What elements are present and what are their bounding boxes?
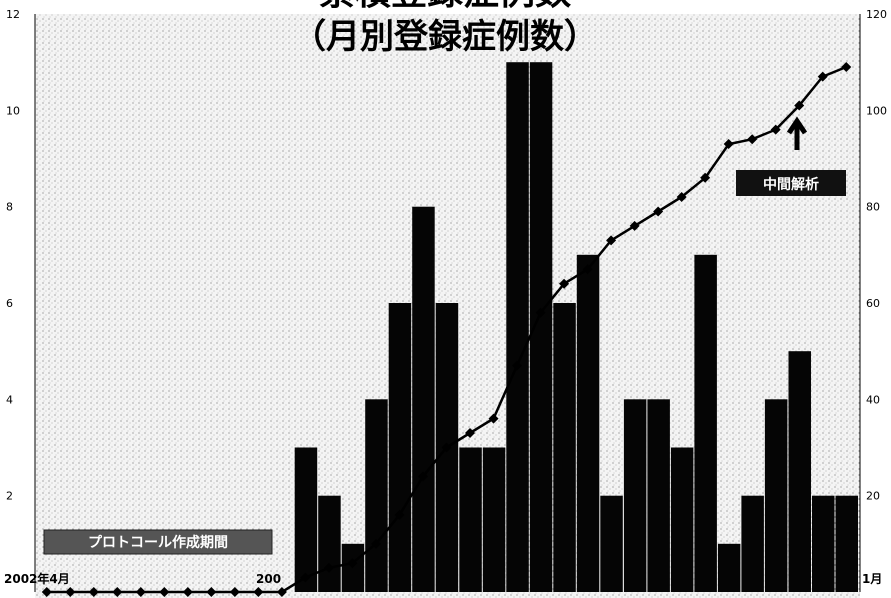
cumulative-point-2002-11 xyxy=(206,587,217,597)
bar-2003-11 xyxy=(482,447,506,592)
y-left-tick-2: 2 xyxy=(6,490,13,503)
bar-2005-01 xyxy=(812,495,835,592)
cumulative-point-2004-09 xyxy=(723,139,734,150)
cumulative-point-2004-12 xyxy=(794,100,805,111)
bar-2004-04 xyxy=(600,495,623,592)
bar-2004-02 xyxy=(553,303,576,592)
cumulative-point-2003-12 xyxy=(512,360,523,371)
cumulative-point-2003-01 xyxy=(253,587,264,597)
line-layer xyxy=(41,61,852,597)
bar-2003-04 xyxy=(318,495,341,592)
bar-2004-05 xyxy=(623,399,647,592)
y-right-tick-120: 120 xyxy=(866,8,887,21)
y-left-tick-6: 6 xyxy=(6,297,13,310)
cumulative-point-2004-06 xyxy=(653,206,664,217)
cumulative-point-2003-02 xyxy=(276,587,287,597)
cumulative-point-2005-01 xyxy=(817,71,828,82)
bar-2003-03 xyxy=(294,447,318,592)
bar-2004-01 xyxy=(529,62,553,592)
chart-title: 累積登録症例数 xyxy=(319,0,571,13)
y-left-tick-12: 12 xyxy=(6,8,20,21)
bar-2004-06 xyxy=(647,399,670,592)
chart-subtitle: （月別登録症例数） xyxy=(292,17,598,57)
cumulative-point-2003-11 xyxy=(488,413,499,424)
cumulative-point-2004-03 xyxy=(582,264,593,275)
bar-2004-08 xyxy=(694,254,717,593)
protocol-period-label: プロトコール作成期間 xyxy=(88,534,228,551)
cumulative-point-2002-09 xyxy=(159,587,170,597)
y-right-tick-40: 40 xyxy=(866,393,880,406)
y-left-tick-4: 4 xyxy=(6,393,13,406)
cumulative-point-2003-07 xyxy=(394,509,405,520)
x-end-label: 1月 xyxy=(862,572,882,586)
y-right-tick-60: 60 xyxy=(866,297,880,310)
cumulative-point-2004-05 xyxy=(629,220,640,231)
cumulative-point-2004-04 xyxy=(606,235,617,246)
bar-2004-09 xyxy=(717,543,741,592)
cumulative-point-2002-05 xyxy=(65,587,76,597)
cumulative-point-2003-10 xyxy=(465,428,476,439)
cumulative-point-2002-08 xyxy=(135,587,146,597)
cumulative-point-2004-11 xyxy=(770,124,781,135)
bar-2003-06 xyxy=(365,399,388,592)
cumulative-point-2004-10 xyxy=(747,134,758,145)
interim-label-box xyxy=(736,170,846,196)
bar-2003-07 xyxy=(388,303,412,592)
cumulative-point-2002-06 xyxy=(88,587,99,597)
bar-2004-12 xyxy=(788,351,811,592)
cumulative-point-2003-08 xyxy=(417,471,428,482)
bar-2004-11 xyxy=(764,399,788,592)
y-right-tick-100: 100 xyxy=(866,104,887,117)
x-start-label: 2002年4月 xyxy=(4,571,70,586)
interim-analysis-label: 中間解析 xyxy=(763,176,819,193)
cumulative-point-2003-05 xyxy=(347,558,358,569)
bar-2003-05 xyxy=(341,543,365,592)
cumulative-point-2004-01 xyxy=(535,307,546,318)
cumulative-point-2002-04 xyxy=(41,587,52,597)
bar-2004-07 xyxy=(670,447,694,592)
bar-2005-02 xyxy=(835,495,858,592)
y-right-tick-80: 80 xyxy=(866,201,880,214)
y-right-tick-20: 20 xyxy=(866,490,880,503)
cumulative-point-2002-12 xyxy=(229,587,240,597)
cumulative-point-2003-06 xyxy=(370,538,381,549)
axes-layer: 12 10 8 6 4 2 120 100 80 60 40 20 xyxy=(6,8,887,592)
cumulative-point-2005-02 xyxy=(841,61,852,72)
protocol-label-box xyxy=(43,529,273,555)
interim-arrow-icon xyxy=(786,116,808,150)
cumulative-point-2004-02 xyxy=(559,278,570,289)
bar-2003-12 xyxy=(506,62,529,592)
bar-2003-10 xyxy=(459,447,482,592)
bar-2004-03 xyxy=(576,254,600,593)
x-mid-label: 200 xyxy=(256,572,281,586)
y-left-tick-8: 8 xyxy=(6,201,13,214)
cumulative-point-2004-07 xyxy=(676,192,687,203)
y-left-tick-10: 10 xyxy=(6,104,20,117)
cumulative-point-2003-03 xyxy=(300,572,311,583)
cumulative-point-2003-09 xyxy=(441,442,452,453)
cumulative-point-2004-08 xyxy=(700,172,711,183)
bar-2003-08 xyxy=(412,206,435,592)
cumulative-point-2002-07 xyxy=(112,587,123,597)
cumulative-point-2002-10 xyxy=(182,587,193,597)
bar-2004-10 xyxy=(741,495,764,592)
cumulative-point-2003-04 xyxy=(323,562,334,573)
